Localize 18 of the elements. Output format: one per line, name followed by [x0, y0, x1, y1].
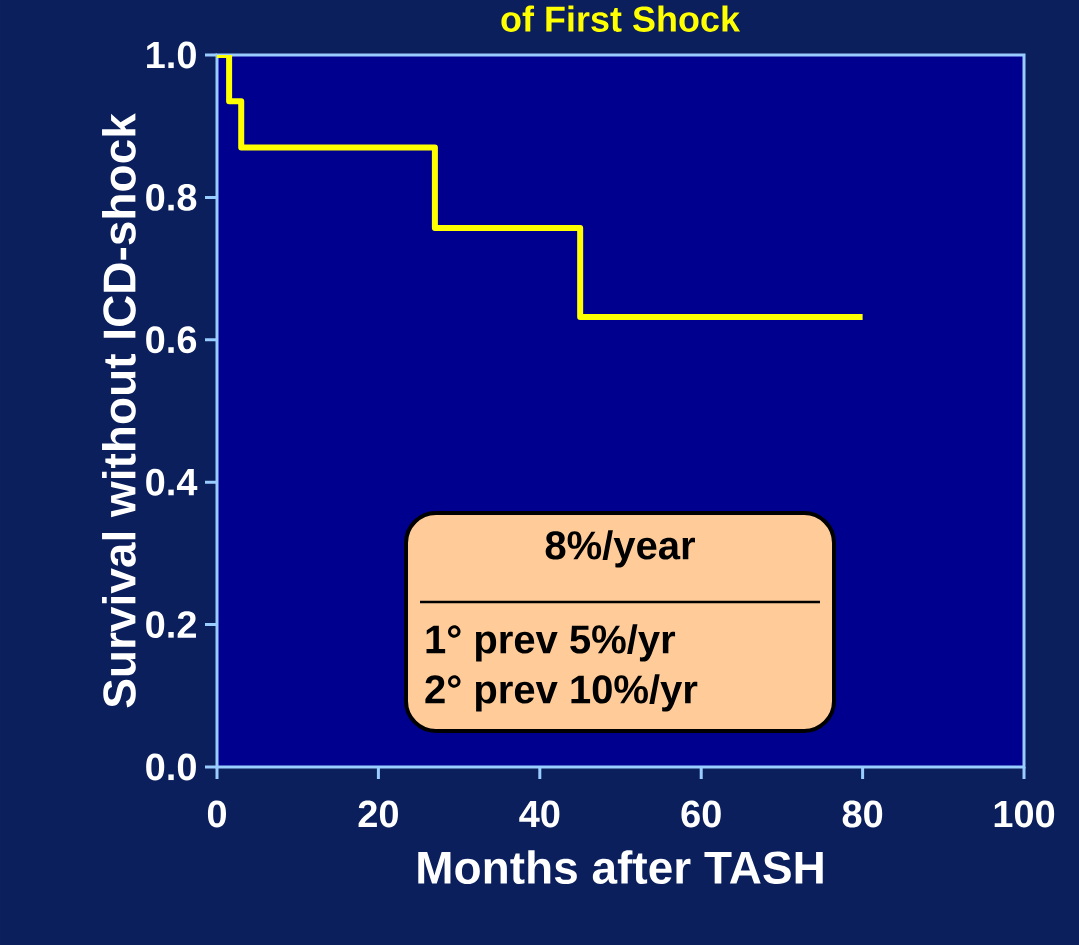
annotation: 8%/year [545, 530, 695, 568]
y-tick-label: 0.8 [146, 183, 197, 211]
y-tick-label: 0.4 [146, 468, 198, 496]
y-tick-label: 1.0 [147, 41, 196, 69]
annotation: 1° prev 5%/yr [426, 624, 676, 662]
x-tick-label: 20 [358, 800, 398, 828]
x-tick-label: 60 [681, 800, 721, 828]
chart-title: of First Shock [501, 5, 741, 32]
x-tick-label: 100 [994, 800, 1055, 828]
x-tick-label: 80 [842, 800, 883, 828]
x-axis-title: Months after TASH [418, 850, 823, 885]
x-tick-label: 40 [519, 800, 560, 828]
x-tick-label: 0 [207, 800, 227, 828]
y-tick-label: 0.0 [146, 753, 196, 781]
y-tick-label: 0.2 [146, 611, 196, 639]
annotation: 2° prev 10%/yr [425, 674, 698, 712]
y-axis-title: Survival without ICD-shock [102, 113, 136, 708]
y-tick-label: 0.6 [146, 326, 197, 354]
